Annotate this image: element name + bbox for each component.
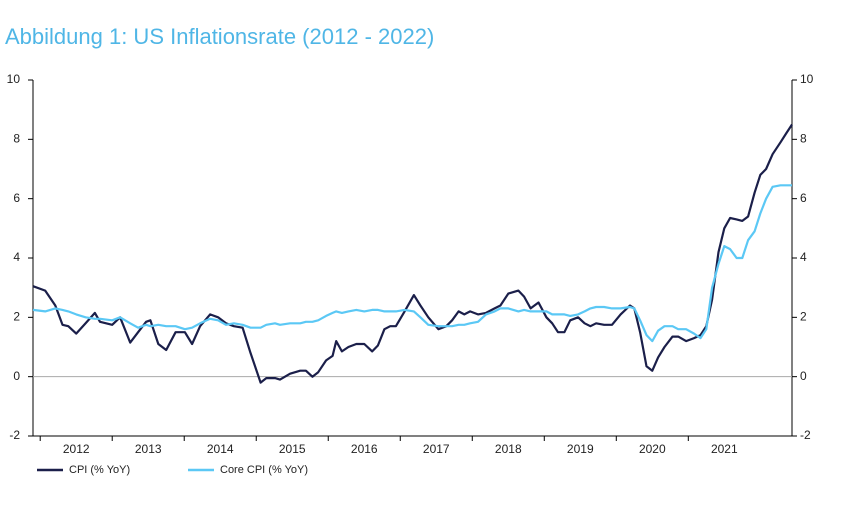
y2-tick-label: 0 [800,369,807,383]
x-tick-label: 2019 [567,442,594,456]
y2-tick-label: 10 [800,72,814,86]
x-tick-label: 2017 [423,442,450,456]
y-tick-label: 6 [13,191,20,205]
series-line [32,123,793,384]
y2-tick-label: 2 [800,310,807,324]
x-tick-label: 2018 [495,442,522,456]
y2-tick-label: 6 [800,191,807,205]
legend-label: CPI (% YoY) [69,464,130,476]
x-tick-label: 2013 [135,442,162,456]
y2-tick-label: -2 [800,428,811,442]
x-tick-label: 2021 [711,442,738,456]
y-tick-label: 10 [7,72,21,86]
y-tick-label: 2 [13,310,20,324]
x-tick-label: 2014 [207,442,234,456]
legend-label: Core CPI (% YoY) [220,464,308,476]
x-tick-label: 2020 [639,442,666,456]
x-tick-label: 2015 [279,442,306,456]
x-tick-label: 2016 [351,442,378,456]
y-tick-label: -2 [9,428,20,442]
series-line [32,184,792,343]
x-tick-label: 2012 [63,442,90,456]
y2-tick-label: 4 [800,250,807,264]
y-tick-label: 4 [13,250,20,264]
chart-title: Abbildung 1: US Inflationsrate (2012 - 2… [5,24,434,49]
y-tick-label: 8 [13,132,20,146]
y2-tick-label: 8 [800,132,807,146]
y-tick-label: 0 [13,369,20,383]
